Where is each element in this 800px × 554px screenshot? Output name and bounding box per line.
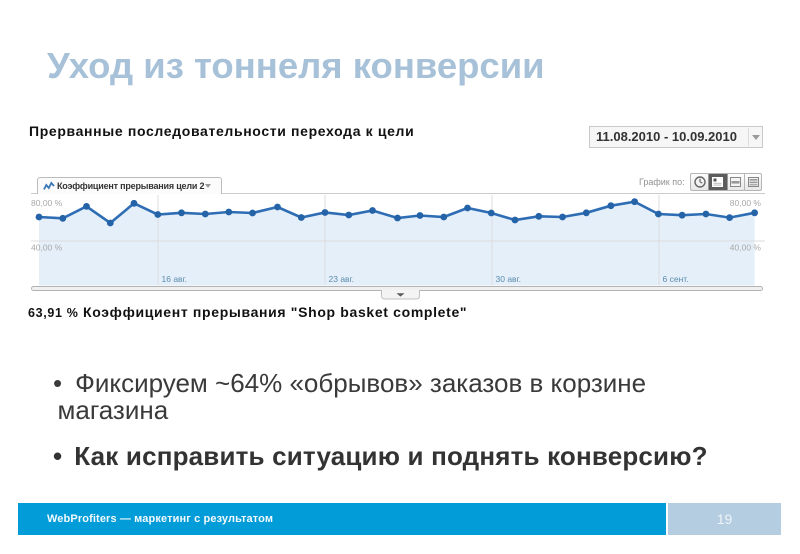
- svg-text:6 сент.: 6 сент.: [663, 274, 689, 284]
- svg-text:30 авг.: 30 авг.: [496, 274, 521, 284]
- svg-text:40,00 %: 40,00 %: [730, 243, 762, 253]
- svg-text:23 авг.: 23 авг.: [329, 274, 354, 284]
- svg-text:80,00 %: 80,00 %: [31, 198, 63, 208]
- svg-text:40,00 %: 40,00 %: [31, 243, 63, 253]
- svg-text:80,00 %: 80,00 %: [730, 198, 762, 208]
- svg-text:16 авг.: 16 авг.: [162, 274, 187, 284]
